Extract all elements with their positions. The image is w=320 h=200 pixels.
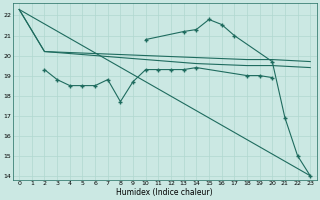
X-axis label: Humidex (Indice chaleur): Humidex (Indice chaleur) — [116, 188, 213, 197]
